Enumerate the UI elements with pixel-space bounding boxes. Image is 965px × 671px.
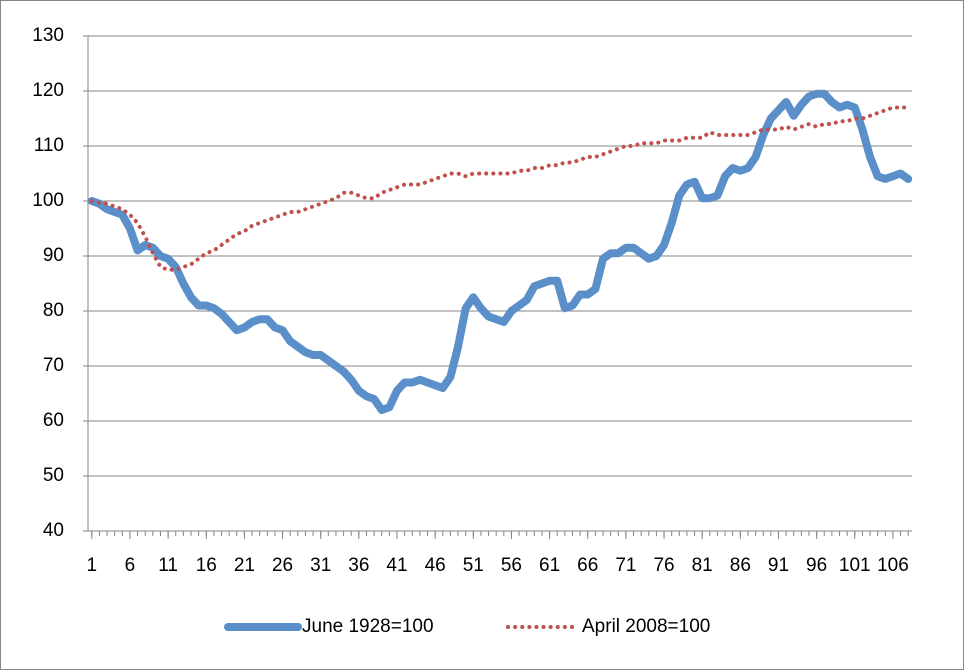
x-tick-label: 1 (87, 555, 98, 576)
x-tick-label: 46 (425, 555, 446, 576)
x-tick-label: 16 (196, 555, 217, 576)
x-tick-label: 36 (348, 555, 369, 576)
y-tick-label: 110 (34, 135, 64, 156)
x-tick-label: 101 (839, 555, 871, 576)
x-tick-label: 11 (158, 555, 178, 576)
x-tick-label: 96 (806, 555, 827, 576)
y-tick-label: 130 (32, 25, 64, 46)
x-tick-label: 51 (463, 555, 484, 576)
y-tick-label: 60 (43, 410, 64, 431)
x-tick-label: 91 (768, 555, 789, 576)
x-tick-label: 26 (272, 555, 293, 576)
x-tick-label: 61 (539, 555, 560, 576)
data-line (89, 105, 911, 272)
y-tick-label: 90 (43, 245, 64, 266)
legend-label: June 1928=100 (302, 616, 434, 637)
x-tick-label: 21 (234, 555, 255, 576)
y-tick-label: 40 (43, 520, 64, 541)
y-tick-label: 80 (43, 300, 64, 321)
y-tick-label: 70 (43, 355, 64, 376)
y-tick-label: 100 (32, 190, 64, 211)
x-tick-label: 71 (615, 555, 636, 576)
data-line (87, 89, 913, 414)
x-tick-label: 76 (653, 555, 674, 576)
x-tick-label: 81 (692, 555, 713, 576)
x-tick-label: 56 (501, 555, 522, 576)
y-tick-label: 50 (43, 465, 64, 486)
x-tick-label: 106 (877, 555, 909, 576)
x-tick-label: 86 (730, 555, 751, 576)
x-tick-label: 31 (310, 555, 331, 576)
legend-label: April 2008=100 (582, 616, 710, 637)
x-tick-label: 41 (386, 555, 407, 576)
x-tick-label: 66 (577, 555, 598, 576)
x-tick-label: 6 (125, 555, 136, 576)
y-tick-label: 120 (32, 80, 64, 101)
